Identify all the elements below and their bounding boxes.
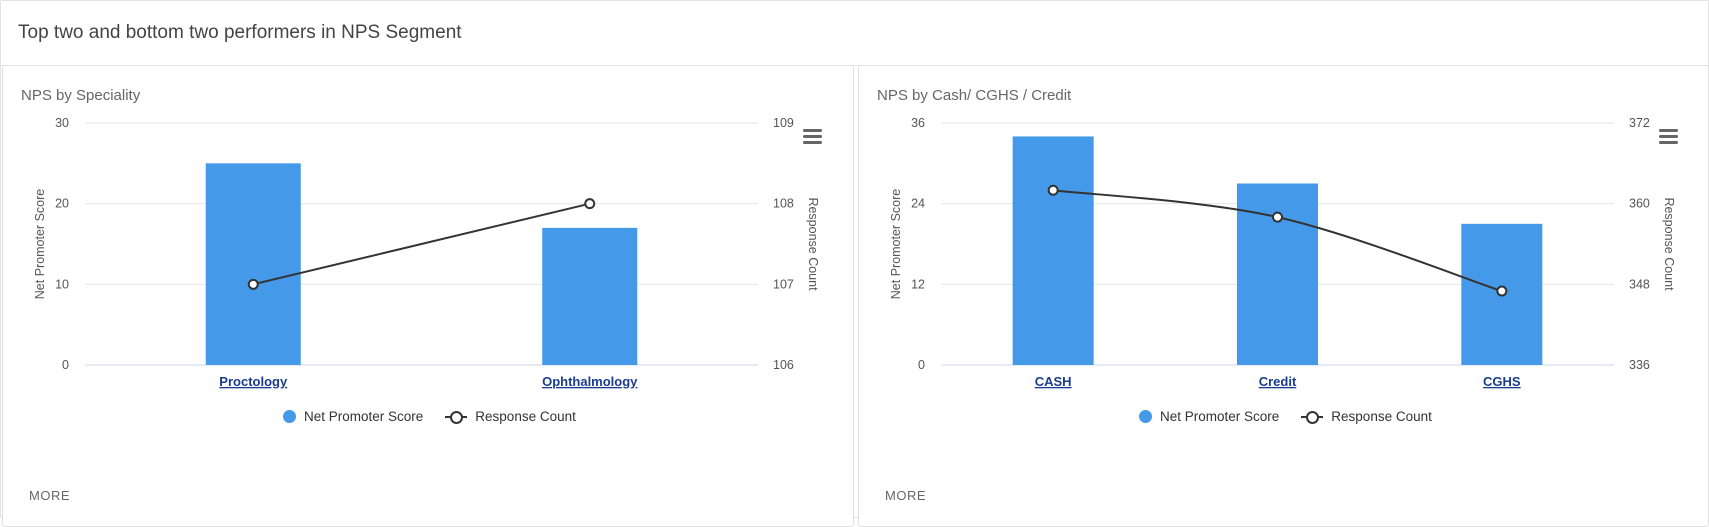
legend-item-nps[interactable]: Net Promoter Score (283, 409, 423, 424)
category-label-link[interactable]: Credit (1259, 374, 1297, 389)
y2-tick-label: 360 (1629, 197, 1650, 211)
y-tick-label: 30 (55, 116, 69, 130)
chart-legend: Net Promoter Score Response Count (1139, 409, 1432, 424)
response-count-point-credit[interactable] (1272, 211, 1283, 223)
payment-type-chart: 0 12 24 36 336 348 360 372 Net Promoter Score Res… (889, 116, 1678, 389)
response-count-point-ophthalmology[interactable] (584, 198, 596, 210)
legend-item-response-count[interactable]: Response Count (1301, 409, 1432, 424)
legend-label: Net Promoter Score (1160, 409, 1280, 424)
y-tick-label: 20 (55, 197, 69, 211)
legend-line-marker-icon (445, 410, 468, 424)
legend-label: Response Count (1331, 409, 1432, 424)
category-label-link[interactable]: CGHS (1483, 374, 1521, 389)
y-axis-title: Net Promoter Score (889, 189, 903, 300)
legend-bar-marker-icon (283, 410, 296, 423)
title-divider (1, 65, 1708, 66)
y2-axis-title: Response Count (806, 197, 820, 291)
bar-ophthalmology[interactable] (542, 227, 638, 365)
response-count-line (253, 202, 590, 286)
payment-type-chart-panel: NPS by Cash/ CGHS / Credit 0 12 24 36 336 348… (858, 65, 1709, 527)
legend-item-response-count[interactable]: Response Count (445, 409, 576, 424)
bar-cash[interactable] (1012, 136, 1094, 365)
legend-bar-marker-icon (1139, 410, 1152, 423)
y2-tick-label: 106 (773, 358, 794, 372)
y-tick-label: 0 (62, 358, 69, 372)
hamburger-menu-icon[interactable] (1659, 129, 1678, 144)
y2-tick-label: 348 (1629, 277, 1650, 291)
panel-title: NPS by Cash/ CGHS / Credit (877, 87, 1072, 104)
hamburger-menu-icon[interactable] (803, 129, 822, 144)
y2-tick-label: 108 (773, 197, 794, 211)
y-axis-title: Net Promoter Score (33, 189, 47, 300)
more-link[interactable]: MORE (29, 488, 70, 503)
category-label-link[interactable]: Proctology (219, 374, 288, 389)
bar-proctology[interactable] (205, 163, 301, 365)
category-label-link[interactable]: Ophthalmology (542, 374, 638, 389)
speciality-chart-panel: NPS by Speciality 0 10 20 30 106 107 108 109 Net… (2, 65, 854, 527)
y2-axis-title: Response Count (1662, 197, 1676, 291)
y2-tick-label: 107 (773, 277, 794, 291)
y-tick-label: 0 (918, 358, 925, 372)
panel-title: NPS by Speciality (21, 87, 141, 104)
y2-tick-label: 372 (1629, 116, 1650, 130)
response-count-point-cghs[interactable] (1496, 285, 1508, 297)
legend-line-marker-icon (1301, 410, 1324, 424)
more-link[interactable]: MORE (885, 488, 926, 503)
legend-label: Response Count (475, 409, 576, 424)
speciality-chart: 0 10 20 30 106 107 108 109 Net Promoter Score Res… (33, 116, 822, 389)
legend-item-nps[interactable]: Net Promoter Score (1139, 409, 1279, 424)
y2-tick-label: 109 (773, 116, 794, 130)
y-tick-label: 10 (55, 277, 69, 291)
response-count-point-cash[interactable] (1047, 184, 1059, 196)
legend-label: Net Promoter Score (304, 409, 424, 424)
section-title: Top two and bottom two performers in NPS… (18, 22, 462, 43)
response-count-point-proctology[interactable] (247, 278, 259, 290)
y2-tick-label: 336 (1629, 358, 1650, 372)
y-tick-label: 12 (911, 277, 925, 291)
y-tick-label: 36 (911, 116, 925, 130)
y-tick-label: 24 (911, 197, 925, 211)
chart-legend: Net Promoter Score Response Count (283, 409, 576, 424)
category-label-link[interactable]: CASH (1035, 374, 1072, 389)
